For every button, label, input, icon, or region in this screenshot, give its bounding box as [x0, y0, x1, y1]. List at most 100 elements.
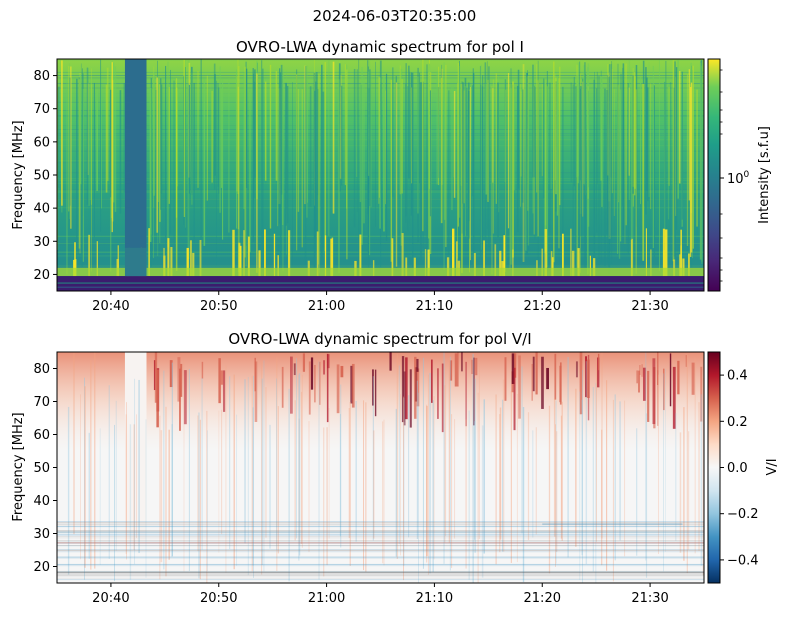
panel2-burst [405, 357, 408, 420]
panel1-time-striation [673, 87, 675, 257]
panel1-time-striation [701, 65, 703, 264]
panel2-noise-line [57, 530, 704, 532]
panel1-burst [664, 229, 668, 277]
panel1-time-striation [628, 87, 630, 176]
panel2-striation [171, 424, 173, 557]
panel1-burst [316, 231, 319, 277]
panel2-striation [679, 432, 682, 553]
panel1-burst [452, 228, 455, 277]
panel1-time-striation [256, 73, 258, 273]
panel1-burst [391, 238, 394, 277]
panel1-burst [631, 238, 633, 277]
panel2-striation [478, 363, 480, 540]
panel1-burst [243, 230, 245, 277]
panel2-striation [427, 374, 429, 575]
panel1-time-striation [292, 82, 293, 266]
panel1-time-striation [256, 60, 258, 200]
panel2-striation [363, 400, 365, 571]
panel2-noise-line [57, 574, 704, 576]
panel1-time-striation [522, 64, 525, 262]
panel1-time-striation [480, 84, 482, 259]
panel2-striation [165, 406, 167, 577]
panel1-time-striation [86, 67, 89, 205]
panel2-burst [677, 360, 680, 395]
panel1-time-striation [304, 65, 306, 205]
panel2-striation [339, 414, 341, 537]
panel1-time-striation [304, 66, 307, 265]
panel2-striation [67, 406, 70, 575]
panel2-striation [495, 394, 497, 565]
panel1-time-striation [356, 69, 358, 212]
panel2-striation [296, 358, 297, 539]
panel2-ytick-label: 70 [33, 395, 50, 410]
panel2-burst [546, 367, 549, 390]
panel2-ytick-label: 60 [33, 428, 50, 443]
panel1-time-striation [604, 88, 606, 266]
panel2-striation [645, 352, 647, 561]
panel1-time-striation [480, 64, 482, 250]
panel1-time-striation [191, 72, 193, 205]
panel2-striation [323, 427, 325, 577]
panel1-time-striation [361, 67, 363, 245]
panel1-time-striation [487, 79, 489, 202]
panel2-burst [220, 370, 224, 385]
panel1-time-striation [488, 66, 490, 248]
panel1-time-striation [555, 77, 557, 195]
panel1-time-striation [579, 61, 581, 253]
panel1-colorbar-tick-label: 100 [727, 170, 750, 187]
panel1-time-striation [648, 62, 650, 198]
panel2-striation [183, 359, 185, 572]
panel2-noise-line [57, 532, 704, 533]
panel2-striation [601, 352, 603, 539]
panel1-time-striation [217, 83, 219, 187]
panel1-time-striation [58, 86, 60, 188]
panel1-time-striation [228, 78, 230, 233]
panel1-time-striation [549, 82, 551, 233]
panel1-time-striation [155, 89, 157, 224]
panel2-burst [374, 369, 377, 417]
panel2-burst [575, 361, 578, 378]
panel1-time-striation [390, 79, 393, 262]
panel1-time-striation [550, 79, 552, 189]
panel1-time-striation [277, 83, 279, 227]
panel1-time-striation [412, 72, 414, 274]
panel1-time-striation [296, 74, 298, 251]
panel1-burst [541, 248, 543, 277]
panel2-striation [221, 409, 223, 535]
panel1-time-striation [652, 65, 654, 249]
panel1-burst [116, 258, 119, 277]
panel1-xtick-label: 21:10 [416, 299, 453, 314]
panel1-time-striation [214, 74, 216, 176]
panel1-time-striation [306, 65, 308, 218]
panel1-burst [264, 229, 266, 277]
panel2-striation [298, 374, 300, 561]
panel1-time-striation [544, 81, 547, 253]
panel2-burst [636, 370, 638, 384]
panel1-time-striation [119, 90, 122, 214]
panel2-striation [263, 360, 265, 572]
panel2-burst [153, 360, 156, 391]
panel2-striation [84, 386, 86, 568]
panel2-noise-line [57, 545, 704, 546]
panel1-time-striation [160, 84, 163, 194]
panel1-time-striation [461, 84, 463, 274]
panel1-time-striation [318, 74, 320, 265]
panel1-time-striation [378, 76, 380, 204]
panel1-burst [258, 250, 261, 277]
panel1-time-striation [286, 85, 289, 224]
panel1-burst [239, 245, 242, 277]
panel2-striation [581, 399, 583, 556]
panel1-time-striation [249, 92, 251, 253]
panel2-noise-line [57, 537, 704, 539]
panel1-time-striation [669, 82, 672, 258]
panel2-striation [408, 395, 410, 538]
panel2-burst [441, 363, 444, 433]
panel2-striation [561, 401, 563, 541]
panel1-time-striation [545, 79, 547, 255]
panel1-time-striation [522, 89, 524, 203]
panel2-burst [403, 371, 406, 426]
panel1-time-striation [409, 71, 411, 226]
panel1-time-striation [689, 86, 692, 257]
panel2-burst [691, 362, 695, 395]
panel2-striation [403, 397, 405, 566]
